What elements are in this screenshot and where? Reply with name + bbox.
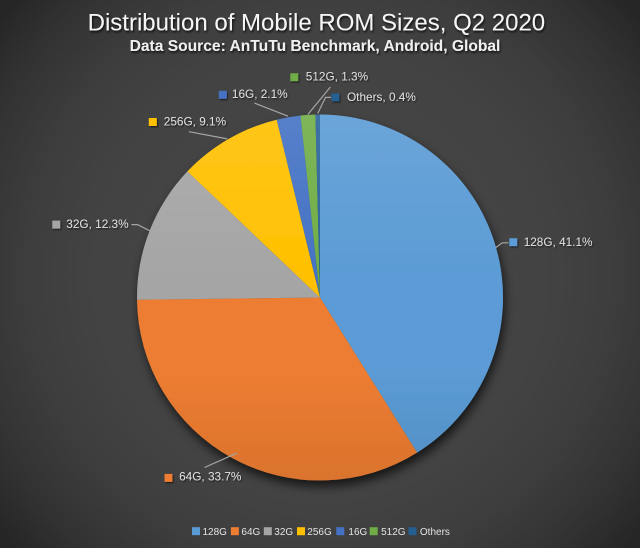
svg-text:256G: 256G bbox=[307, 527, 332, 538]
svg-text:256G, 9.1%: 256G, 9.1% bbox=[164, 115, 227, 129]
svg-text:512G: 512G bbox=[381, 527, 406, 538]
svg-text:16G, 2.1%: 16G, 2.1% bbox=[232, 87, 288, 101]
svg-text:128G, 41.1%: 128G, 41.1% bbox=[524, 235, 593, 249]
svg-text:64G: 64G bbox=[241, 527, 260, 538]
svg-text:32G: 32G bbox=[274, 527, 293, 538]
svg-text:16G: 16G bbox=[348, 527, 367, 538]
svg-text:Data Source: AnTuTu Benchmark,: Data Source: AnTuTu Benchmark, Android, … bbox=[130, 38, 501, 55]
svg-text:512G, 1.3%: 512G, 1.3% bbox=[306, 70, 369, 84]
svg-text:Others: Others bbox=[420, 527, 450, 538]
svg-text:64G, 33.7%: 64G, 33.7% bbox=[179, 470, 242, 484]
svg-text:Others, 0.4%: Others, 0.4% bbox=[347, 90, 416, 104]
svg-text:Distribution of Mobile ROM Siz: Distribution of Mobile ROM Sizes, Q2 202… bbox=[88, 10, 546, 37]
svg-text:128G: 128G bbox=[203, 527, 228, 538]
svg-text:32G, 12.3%: 32G, 12.3% bbox=[66, 217, 129, 231]
